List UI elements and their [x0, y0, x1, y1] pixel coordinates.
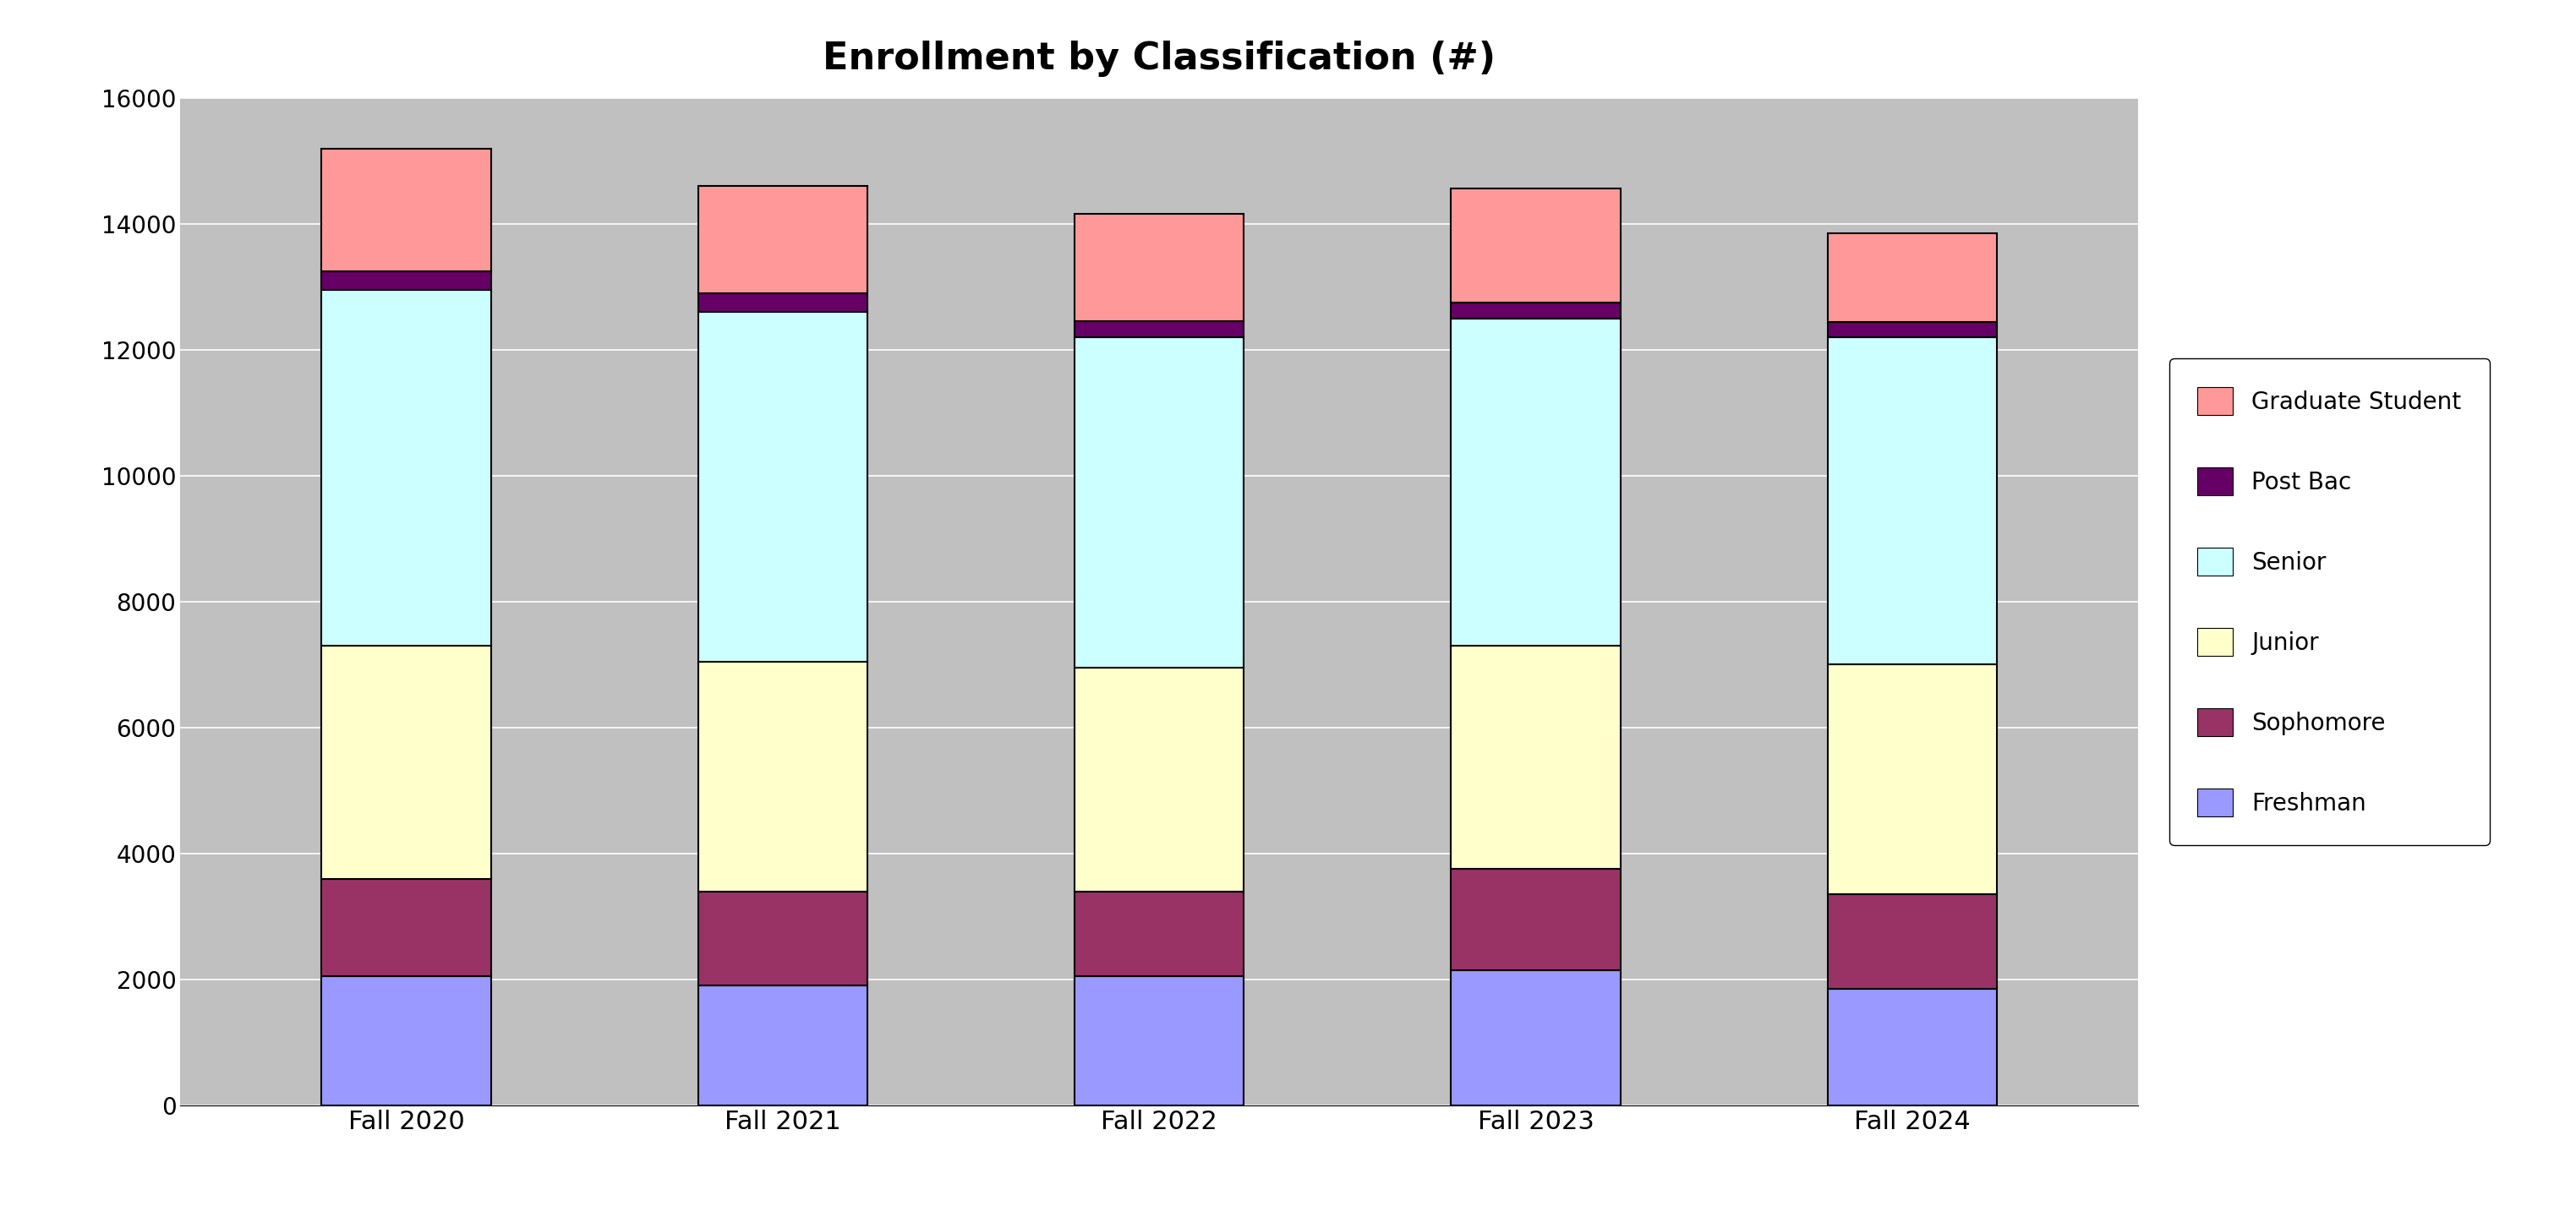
Bar [1074, 321, 1244, 338]
Bar [1074, 892, 1244, 976]
Bar [1826, 322, 1996, 338]
Bar [322, 271, 492, 290]
Bar [1826, 338, 1996, 664]
Bar [1074, 338, 1244, 668]
Bar [1450, 970, 1620, 1105]
Bar [1826, 664, 1996, 894]
Bar [322, 976, 492, 1105]
Bar [1450, 302, 1620, 318]
Legend: Graduate Student, Post Bac, Senior, Junior, Sophomore, Freshman: Graduate Student, Post Bac, Senior, Juni… [2169, 359, 2488, 845]
Bar [1450, 189, 1620, 302]
Bar [1450, 869, 1620, 970]
Bar [322, 149, 492, 271]
Bar [698, 892, 868, 986]
Bar [698, 187, 868, 293]
Bar [1450, 318, 1620, 646]
Title: Enrollment by Classification (#): Enrollment by Classification (#) [822, 41, 1497, 76]
Bar [1826, 233, 1996, 322]
Bar [1826, 989, 1996, 1105]
Bar [698, 312, 868, 662]
Bar [322, 646, 492, 879]
Bar [698, 662, 868, 892]
Bar [1826, 894, 1996, 989]
Bar [698, 986, 868, 1105]
Bar [1074, 976, 1244, 1105]
Bar [1450, 646, 1620, 869]
Bar [322, 879, 492, 976]
Bar [698, 293, 868, 312]
Bar [322, 290, 492, 646]
Bar [1074, 668, 1244, 892]
Bar [1074, 214, 1244, 321]
